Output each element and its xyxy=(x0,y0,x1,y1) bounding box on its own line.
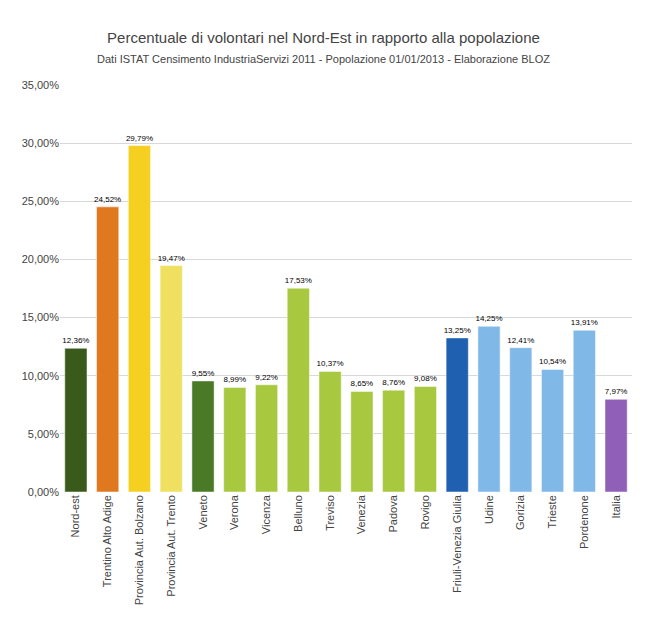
svg-text:15,00%: 15,00% xyxy=(22,311,60,323)
svg-text:14,25%: 14,25% xyxy=(475,314,502,323)
svg-text:10,00%: 10,00% xyxy=(22,370,60,382)
svg-text:20,00%: 20,00% xyxy=(22,253,60,265)
svg-text:25,00%: 25,00% xyxy=(22,195,60,207)
svg-text:Treviso: Treviso xyxy=(324,495,336,531)
svg-text:Dati ISTAT Censimento Industri: Dati ISTAT Censimento IndustriaServizi 2… xyxy=(97,53,550,65)
svg-text:Italia: Italia xyxy=(610,494,622,518)
svg-text:7,97%: 7,97% xyxy=(605,387,628,396)
svg-text:Udine: Udine xyxy=(483,495,495,524)
svg-text:12,41%: 12,41% xyxy=(507,336,534,345)
svg-text:17,53%: 17,53% xyxy=(285,276,312,285)
svg-text:12,36%: 12,36% xyxy=(62,336,89,345)
svg-text:Percentuale di volontari nel N: Percentuale di volontari nel Nord-Est in… xyxy=(107,29,540,46)
svg-text:Verona: Verona xyxy=(228,494,240,530)
svg-text:Gorizia: Gorizia xyxy=(514,494,526,530)
svg-text:Venezia: Venezia xyxy=(355,494,367,534)
svg-text:Belluno: Belluno xyxy=(292,495,304,532)
svg-text:Rovigo: Rovigo xyxy=(419,495,431,529)
svg-text:10,54%: 10,54% xyxy=(539,357,566,366)
svg-text:Padova: Padova xyxy=(387,494,399,532)
svg-text:Nord-est: Nord-est xyxy=(69,495,81,537)
svg-text:29,79%: 29,79% xyxy=(126,134,153,143)
svg-text:13,91%: 13,91% xyxy=(571,318,598,327)
svg-text:8,76%: 8,76% xyxy=(382,378,405,387)
svg-text:9,08%: 9,08% xyxy=(414,374,437,383)
svg-text:Pordenone: Pordenone xyxy=(578,495,590,549)
svg-text:35,00%: 35,00% xyxy=(22,79,60,91)
svg-text:9,55%: 9,55% xyxy=(192,369,215,378)
svg-text:9,22%: 9,22% xyxy=(255,373,278,382)
svg-text:Trentino Alto Adige: Trentino Alto Adige xyxy=(101,495,113,587)
svg-text:Provincia Aut. Trento: Provincia Aut. Trento xyxy=(165,495,177,597)
svg-text:30,00%: 30,00% xyxy=(22,137,60,149)
svg-text:19,47%: 19,47% xyxy=(158,254,185,263)
svg-text:0,00%: 0,00% xyxy=(28,486,59,498)
svg-text:8,99%: 8,99% xyxy=(223,375,246,384)
svg-text:13,25%: 13,25% xyxy=(444,326,471,335)
svg-text:Vicenza: Vicenza xyxy=(260,494,272,534)
svg-text:Friuli-Venezia Giulia: Friuli-Venezia Giulia xyxy=(451,494,463,593)
svg-text:10,37%: 10,37% xyxy=(317,359,344,368)
svg-text:24,52%: 24,52% xyxy=(94,195,121,204)
svg-text:Veneto: Veneto xyxy=(197,495,209,529)
svg-text:8,65%: 8,65% xyxy=(351,379,374,388)
svg-text:Trieste: Trieste xyxy=(546,495,558,528)
svg-text:5,00%: 5,00% xyxy=(28,428,59,440)
svg-text:Provincia Aut. Bolzano: Provincia Aut. Bolzano xyxy=(133,495,145,605)
